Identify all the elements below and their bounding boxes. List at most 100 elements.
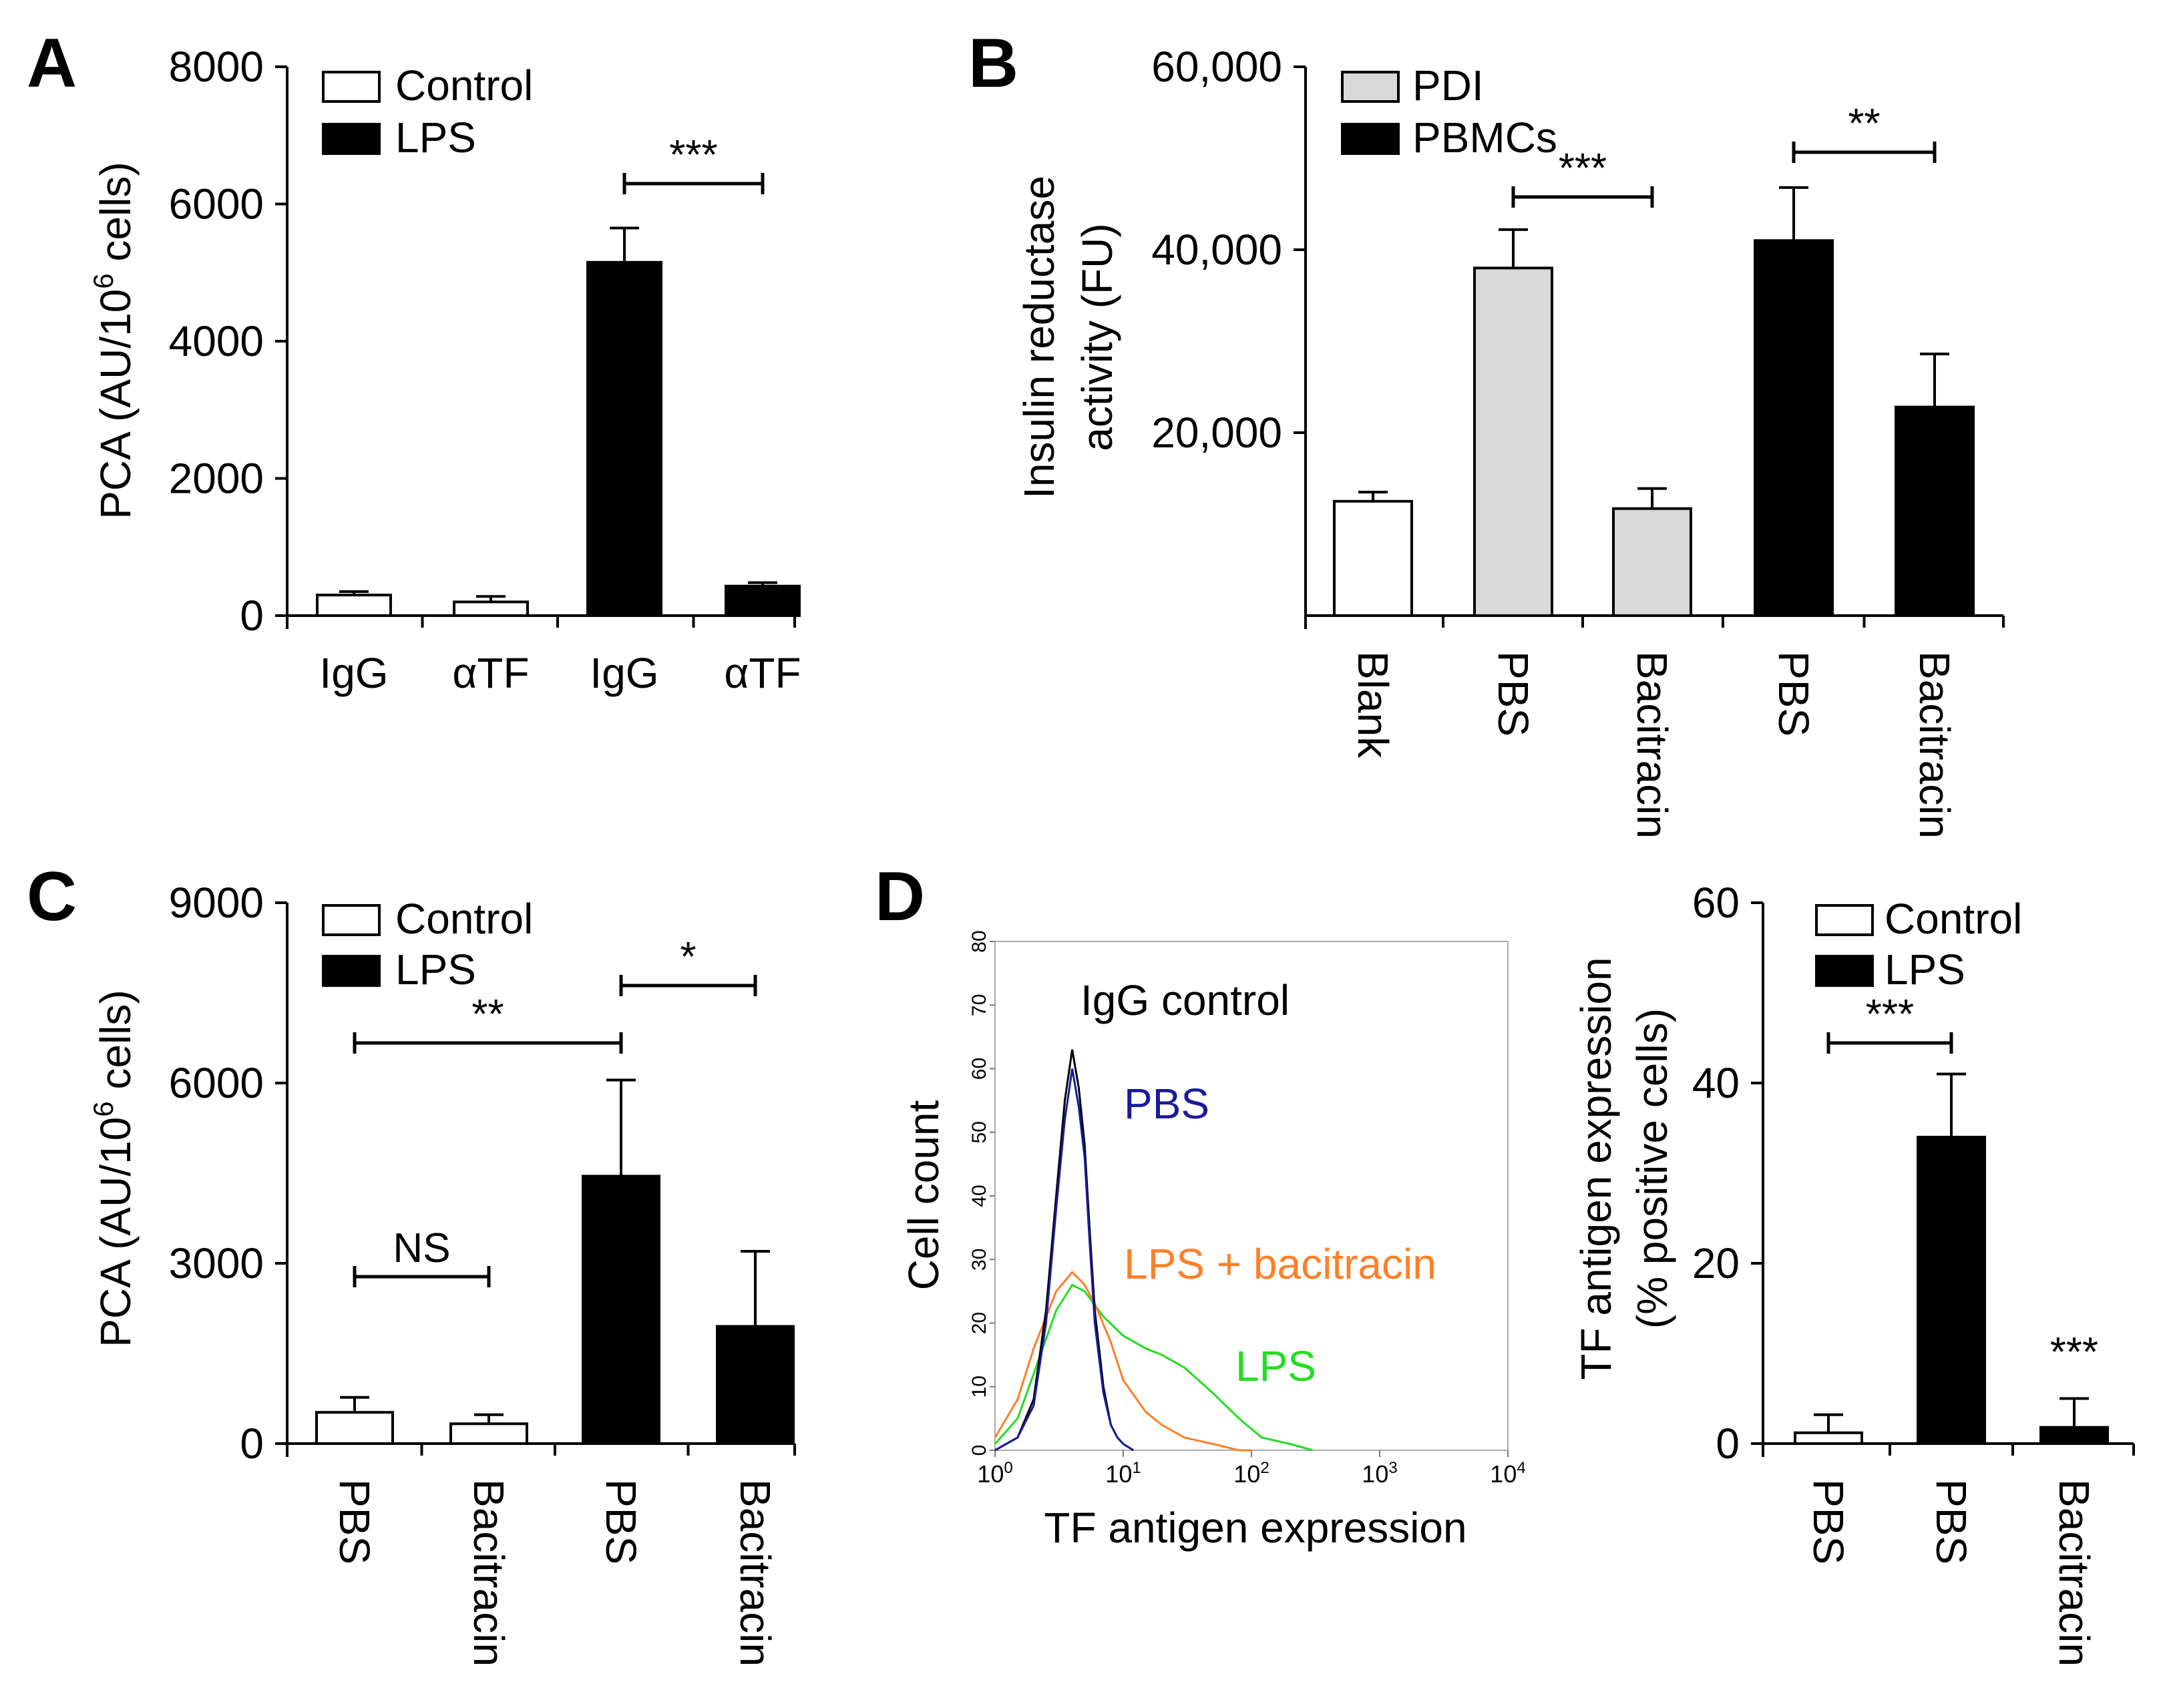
x-tick-label: Bacitracin bbox=[2050, 1479, 2098, 1667]
legend-swatch-lps bbox=[1815, 955, 1874, 987]
x-tick-label: Bacitracin bbox=[731, 1479, 779, 1667]
y-tick-label: 6000 bbox=[169, 1059, 264, 1107]
panel-c-y-axis-title: PCA (AU/106 cells) bbox=[87, 990, 140, 1347]
panel-a: A PCA (AU/106 cells) 0 2000 4000 6000 8000 Ig… bbox=[27, 25, 801, 697]
x-tick-label: PBS bbox=[1804, 1479, 1852, 1564]
y-tick-label: 60 bbox=[1692, 879, 1740, 927]
significance-label: NS bbox=[393, 1225, 450, 1271]
series-label-igg-control: IgG control bbox=[1081, 976, 1290, 1024]
x-tick-label: IgG bbox=[590, 649, 658, 697]
series-label-pbs: PBS bbox=[1124, 1080, 1209, 1128]
legend-label-pbmcs: PBMCs bbox=[1412, 114, 1557, 162]
bar bbox=[1754, 239, 1834, 617]
y-tick-label: 20 bbox=[968, 1312, 990, 1334]
panel-a-plot: 0 2000 4000 6000 8000 IgG αTF IgG αTF *** bbox=[169, 43, 801, 697]
y-tick-label: 3000 bbox=[169, 1239, 264, 1287]
y-tick-label: 50 bbox=[968, 1121, 990, 1143]
panel-b-legend: PDI PBMCs bbox=[1341, 61, 1557, 162]
significance-label: ** bbox=[1848, 101, 1880, 147]
panel-c-letter: C bbox=[27, 858, 77, 935]
y-tick-label: 20,000 bbox=[1151, 409, 1282, 457]
panel-b-plot: 20,000 40,000 60,000 Blank PBS Bacitracin PBS B… bbox=[1151, 43, 2005, 839]
histogram-series-igg-control bbox=[994, 1049, 1134, 1452]
legend-swatch-pbmcs bbox=[1341, 123, 1400, 155]
histogram-plot: 0 10 20 30 40 50 60 70 80 100 101 102 103 104 bbox=[968, 930, 1526, 1488]
histogram-series-lps bbox=[994, 1283, 1314, 1452]
panel-c-legend: Control LPS bbox=[322, 895, 533, 994]
significance-label: *** bbox=[669, 132, 717, 178]
bar bbox=[315, 1411, 394, 1445]
legend-swatch-control bbox=[322, 904, 381, 936]
panel-c-plot: 0 3000 6000 9000 PBS Bacitracin PBS Bacitracin N… bbox=[169, 879, 796, 1667]
bar bbox=[1794, 1431, 1863, 1446]
panel-d-letter: D bbox=[875, 858, 925, 935]
legend-swatch-control bbox=[1815, 904, 1874, 936]
panel-b-y-axis-title-line1: Insulin reductase bbox=[1015, 176, 1063, 499]
panel-c: C PCA (AU/106 cells) 0 3000 6000 9000 PBS Bac… bbox=[27, 858, 796, 1667]
x-tick-label: PBS bbox=[597, 1479, 645, 1564]
bar bbox=[725, 584, 801, 618]
x-tick-label: Bacitracin bbox=[465, 1479, 513, 1667]
y-tick-label: 8000 bbox=[169, 43, 264, 91]
x-tick-label: PBS bbox=[331, 1479, 379, 1564]
x-tick-label: αTF bbox=[724, 649, 801, 697]
panel-a-letter: A bbox=[27, 25, 77, 102]
panel-d: D Cell count 0 10 20 30 40 50 60 70 80 100 101 102 1… bbox=[875, 858, 2135, 1667]
x-tick-label: 102 bbox=[1233, 1459, 1269, 1488]
y-tick-label: 2000 bbox=[169, 455, 264, 503]
y-tick-label: 40 bbox=[1692, 1059, 1740, 1107]
bar bbox=[1333, 499, 1413, 617]
y-tick-label: 30 bbox=[968, 1249, 990, 1271]
legend-label-lps: LPS bbox=[395, 114, 476, 162]
x-tick-label: 103 bbox=[1362, 1459, 1397, 1488]
x-tick-label: IgG bbox=[319, 649, 388, 697]
y-tick-label: 9000 bbox=[169, 879, 264, 927]
x-tick-label: 104 bbox=[1490, 1459, 1525, 1488]
legend-label-control: Control bbox=[395, 61, 533, 110]
histogram-x-axis-title: TF antigen expression bbox=[1044, 1504, 1466, 1552]
bar bbox=[1473, 266, 1553, 617]
histogram-y-axis-title: Cell count bbox=[900, 1100, 948, 1290]
panel-a-y-axis-title: PCA (AU/106 cells) bbox=[87, 162, 140, 519]
significance-label: *** bbox=[1866, 992, 1914, 1038]
y-tick-label: 0 bbox=[1716, 1420, 1740, 1468]
bar bbox=[716, 1325, 795, 1445]
x-tick-label: Blank bbox=[1349, 651, 1397, 759]
significance-label: * bbox=[680, 934, 696, 980]
significance-label: ** bbox=[471, 992, 504, 1038]
y-tick-label: 40 bbox=[968, 1185, 990, 1207]
panel-b-y-axis-title-line2: activity (FU) bbox=[1073, 223, 1121, 451]
x-tick-label: Bacitracin bbox=[1628, 651, 1676, 839]
panel-d-legend: Control LPS bbox=[1815, 895, 2022, 994]
bar bbox=[316, 594, 392, 617]
y-tick-label: 60 bbox=[968, 1058, 990, 1080]
y-tick-label: 0 bbox=[968, 1445, 990, 1456]
x-tick-label: αTF bbox=[452, 649, 529, 697]
bar bbox=[453, 600, 529, 618]
bar bbox=[1917, 1136, 1986, 1445]
legend-label-control: Control bbox=[395, 895, 533, 943]
x-tick-label: PBS bbox=[1489, 651, 1537, 736]
panel-d-bar-plot: 0 20 40 60 PBS PBS Bacitracin *** *** bbox=[1692, 879, 2135, 1667]
x-tick-label: 100 bbox=[977, 1459, 1012, 1488]
panel-b: B Insulin reductase activity (FU) 20,000… bbox=[968, 25, 2005, 839]
legend-swatch-lps bbox=[322, 123, 381, 155]
panel-d-y-axis-title-line1: TF antigen expression bbox=[1572, 957, 1620, 1379]
x-tick-label: PBS bbox=[1927, 1479, 1975, 1564]
x-tick-label: PBS bbox=[1770, 651, 1818, 736]
legend-label-lps: LPS bbox=[395, 945, 476, 994]
y-tick-label: 6000 bbox=[169, 180, 264, 228]
bar bbox=[1612, 507, 1692, 618]
y-tick-label: 40,000 bbox=[1151, 226, 1282, 274]
series-label-lps: LPS bbox=[1235, 1342, 1316, 1390]
y-tick-label: 70 bbox=[968, 994, 990, 1016]
panel-d-y-axis-title-line2: (% positive cells) bbox=[1628, 1008, 1676, 1329]
y-tick-label: 80 bbox=[968, 930, 990, 952]
y-tick-label: 0 bbox=[240, 592, 264, 640]
significance-label: *** bbox=[2050, 1329, 2098, 1375]
x-tick-label: Bacitracin bbox=[1911, 651, 1959, 839]
panel-b-letter: B bbox=[968, 25, 1018, 102]
series-label-lps-bacitracin: LPS + bacitracin bbox=[1124, 1240, 1436, 1288]
legend-label-lps: LPS bbox=[1885, 945, 1965, 994]
